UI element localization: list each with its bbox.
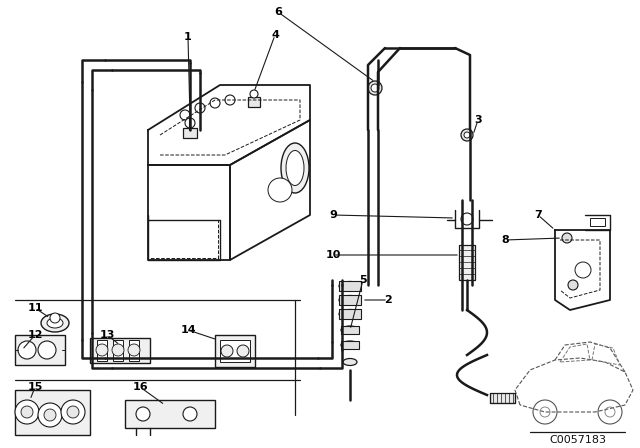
Circle shape <box>237 345 249 357</box>
Bar <box>97 340 107 361</box>
Text: 5: 5 <box>359 275 367 285</box>
Circle shape <box>38 403 62 427</box>
Ellipse shape <box>339 310 361 319</box>
Circle shape <box>371 84 379 92</box>
Circle shape <box>195 103 205 113</box>
Text: 4: 4 <box>271 30 279 40</box>
Circle shape <box>183 407 197 421</box>
Ellipse shape <box>47 318 63 328</box>
Bar <box>15 335 65 365</box>
Ellipse shape <box>339 296 361 305</box>
Text: 15: 15 <box>28 382 43 392</box>
Text: 14: 14 <box>180 325 196 335</box>
Circle shape <box>210 98 220 108</box>
Text: 7: 7 <box>534 210 542 220</box>
Circle shape <box>136 407 150 421</box>
Circle shape <box>128 344 140 356</box>
Text: 1: 1 <box>184 32 192 42</box>
Ellipse shape <box>343 358 357 366</box>
Circle shape <box>21 406 33 418</box>
Text: 13: 13 <box>99 330 115 340</box>
Bar <box>183 128 197 138</box>
Circle shape <box>461 213 473 225</box>
Circle shape <box>180 110 190 120</box>
Circle shape <box>225 95 235 105</box>
Ellipse shape <box>286 151 304 185</box>
Ellipse shape <box>341 326 359 334</box>
Bar <box>113 340 123 361</box>
Ellipse shape <box>41 314 69 332</box>
Text: 8: 8 <box>501 235 509 245</box>
Bar <box>248 97 260 107</box>
Bar <box>129 340 139 361</box>
Circle shape <box>464 132 470 138</box>
Circle shape <box>461 129 473 141</box>
Circle shape <box>50 313 60 323</box>
Bar <box>339 309 361 319</box>
Text: 6: 6 <box>274 7 282 17</box>
Bar <box>15 390 90 435</box>
Bar <box>590 218 605 226</box>
Text: 10: 10 <box>325 250 340 260</box>
Ellipse shape <box>281 143 309 193</box>
Circle shape <box>15 400 39 424</box>
Circle shape <box>268 178 292 202</box>
Circle shape <box>67 406 79 418</box>
Text: 9: 9 <box>329 210 337 220</box>
Circle shape <box>44 409 56 421</box>
Bar <box>341 341 359 349</box>
Circle shape <box>38 341 56 359</box>
Text: 16: 16 <box>132 382 148 392</box>
Text: 3: 3 <box>474 115 482 125</box>
Bar <box>215 335 255 367</box>
Circle shape <box>368 81 382 95</box>
Circle shape <box>185 118 195 128</box>
Text: 2: 2 <box>384 295 392 305</box>
Bar <box>90 338 150 363</box>
Circle shape <box>112 344 124 356</box>
Circle shape <box>221 345 233 357</box>
Bar <box>341 326 359 334</box>
Text: 11: 11 <box>28 303 43 313</box>
Text: C0057183: C0057183 <box>550 435 607 445</box>
Circle shape <box>96 344 108 356</box>
Ellipse shape <box>341 341 359 349</box>
Bar <box>125 400 215 428</box>
Circle shape <box>18 341 36 359</box>
Circle shape <box>575 262 591 278</box>
Text: 12: 12 <box>28 330 43 340</box>
Bar <box>220 340 250 362</box>
Ellipse shape <box>339 281 361 290</box>
Bar <box>490 393 515 403</box>
Bar <box>459 245 475 280</box>
Circle shape <box>61 400 85 424</box>
Circle shape <box>562 233 572 243</box>
Bar <box>339 281 361 291</box>
Circle shape <box>250 90 258 98</box>
Circle shape <box>568 280 578 290</box>
Bar <box>339 295 361 305</box>
